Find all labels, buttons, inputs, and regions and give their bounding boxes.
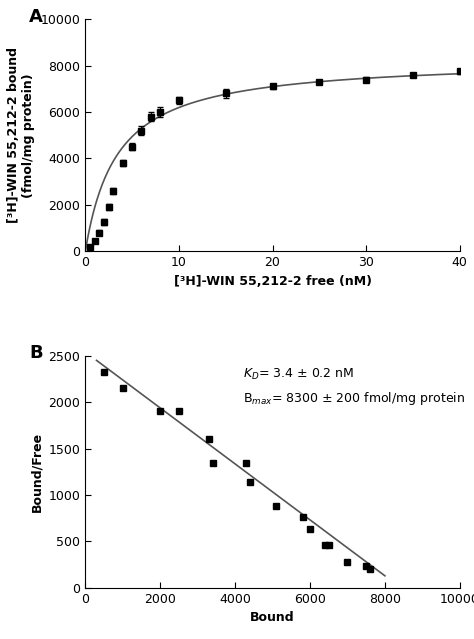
X-axis label: Bound: Bound <box>250 612 295 624</box>
Text: B: B <box>29 344 43 362</box>
Text: $K_D$= 3.4 ± 0.2 nM
B$_{max}$= 8300 ± 200 fmol/mg protein: $K_D$= 3.4 ± 0.2 nM B$_{max}$= 8300 ± 20… <box>243 367 465 406</box>
Y-axis label: [³H]-WIN 55,212-2 bound
(fmol/mg protein): [³H]-WIN 55,212-2 bound (fmol/mg protein… <box>7 47 35 223</box>
X-axis label: [³H]-WIN 55,212-2 free (nM): [³H]-WIN 55,212-2 free (nM) <box>173 275 372 288</box>
Text: A: A <box>29 8 43 26</box>
Y-axis label: Bound/Free: Bound/Free <box>30 432 43 512</box>
